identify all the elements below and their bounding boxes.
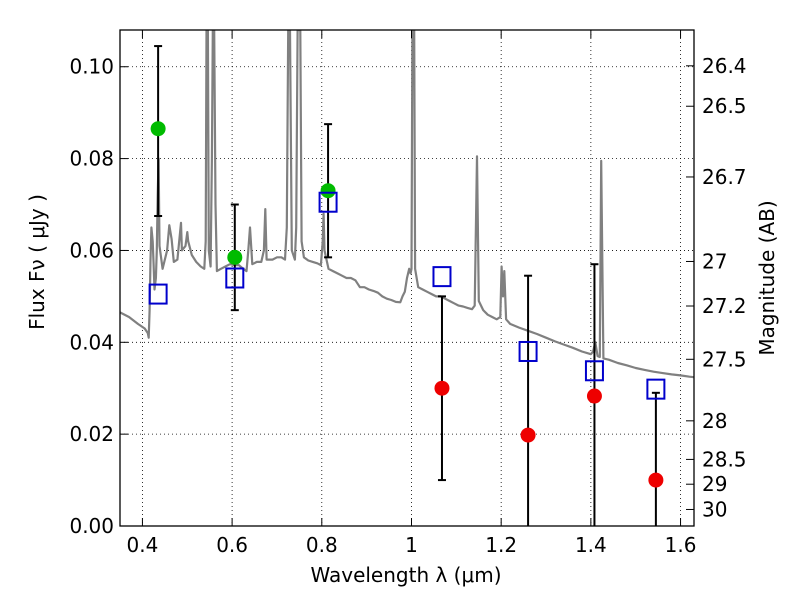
right-axis-title: Magnitude (AB) [755,200,779,355]
blue-square-point [584,360,604,382]
template-spectrum [120,30,694,379]
y-tick-label: 0.10 [69,55,114,79]
x-tick-label: 1.4 [575,533,607,557]
right-tick-label: 27.2 [702,294,747,318]
blue-square-point [432,266,452,288]
x-tick-label: 1.2 [485,533,517,557]
blue-square-point [518,340,538,362]
right-tick-label: 29 [702,472,727,496]
error-bars [154,45,660,526]
y-tick-label: 0.04 [69,330,114,354]
green-point [227,249,243,265]
blue-square-point [225,267,245,289]
right-tick-label: 27 [702,249,727,273]
red-point [586,388,602,404]
blue-square-point [318,191,338,213]
green-point [320,183,336,199]
blue-square-point [148,283,168,305]
y-tick-label: 0.06 [69,238,114,262]
x-tick-label: 0.6 [216,533,248,557]
right-tick-label: 28 [702,409,727,433]
y-tick-label: 0.08 [69,147,114,171]
x-axis-title: Wavelength λ (μm) [310,563,501,587]
green-point [150,121,166,137]
x-tick-label: 1 [405,533,418,557]
right-tick-label: 26.7 [702,165,747,189]
y-axis-title: Flux Fν ( μJy ) [25,194,49,330]
right-tick-label: 26.5 [702,94,747,118]
red-point [648,472,664,488]
x-tick-label: 0.8 [306,533,338,557]
template-spectrum-line [120,30,694,379]
right-tick-label: 30 [702,497,727,521]
data-markers [148,121,666,488]
red-point [520,427,536,443]
blue-square-point [646,378,666,400]
y-tick-label: 0.00 [69,514,114,538]
x-tick-label: 0.4 [127,533,159,557]
red-point [434,380,450,396]
y-tick-label: 0.02 [69,422,114,446]
right-tick-label: 28.5 [702,447,747,471]
tick-labels: 0.4 0.6 0.8 1 1.2 1.4 1.6 0.00 0.02 0.04 0.06 0.08 0… [69,54,746,557]
right-tick-label: 27.5 [702,347,747,371]
plot-frame [119,29,695,527]
right-tick-label: 26.4 [702,54,747,78]
axis-ticks [120,30,694,527]
x-tick-label: 1.6 [665,533,697,557]
